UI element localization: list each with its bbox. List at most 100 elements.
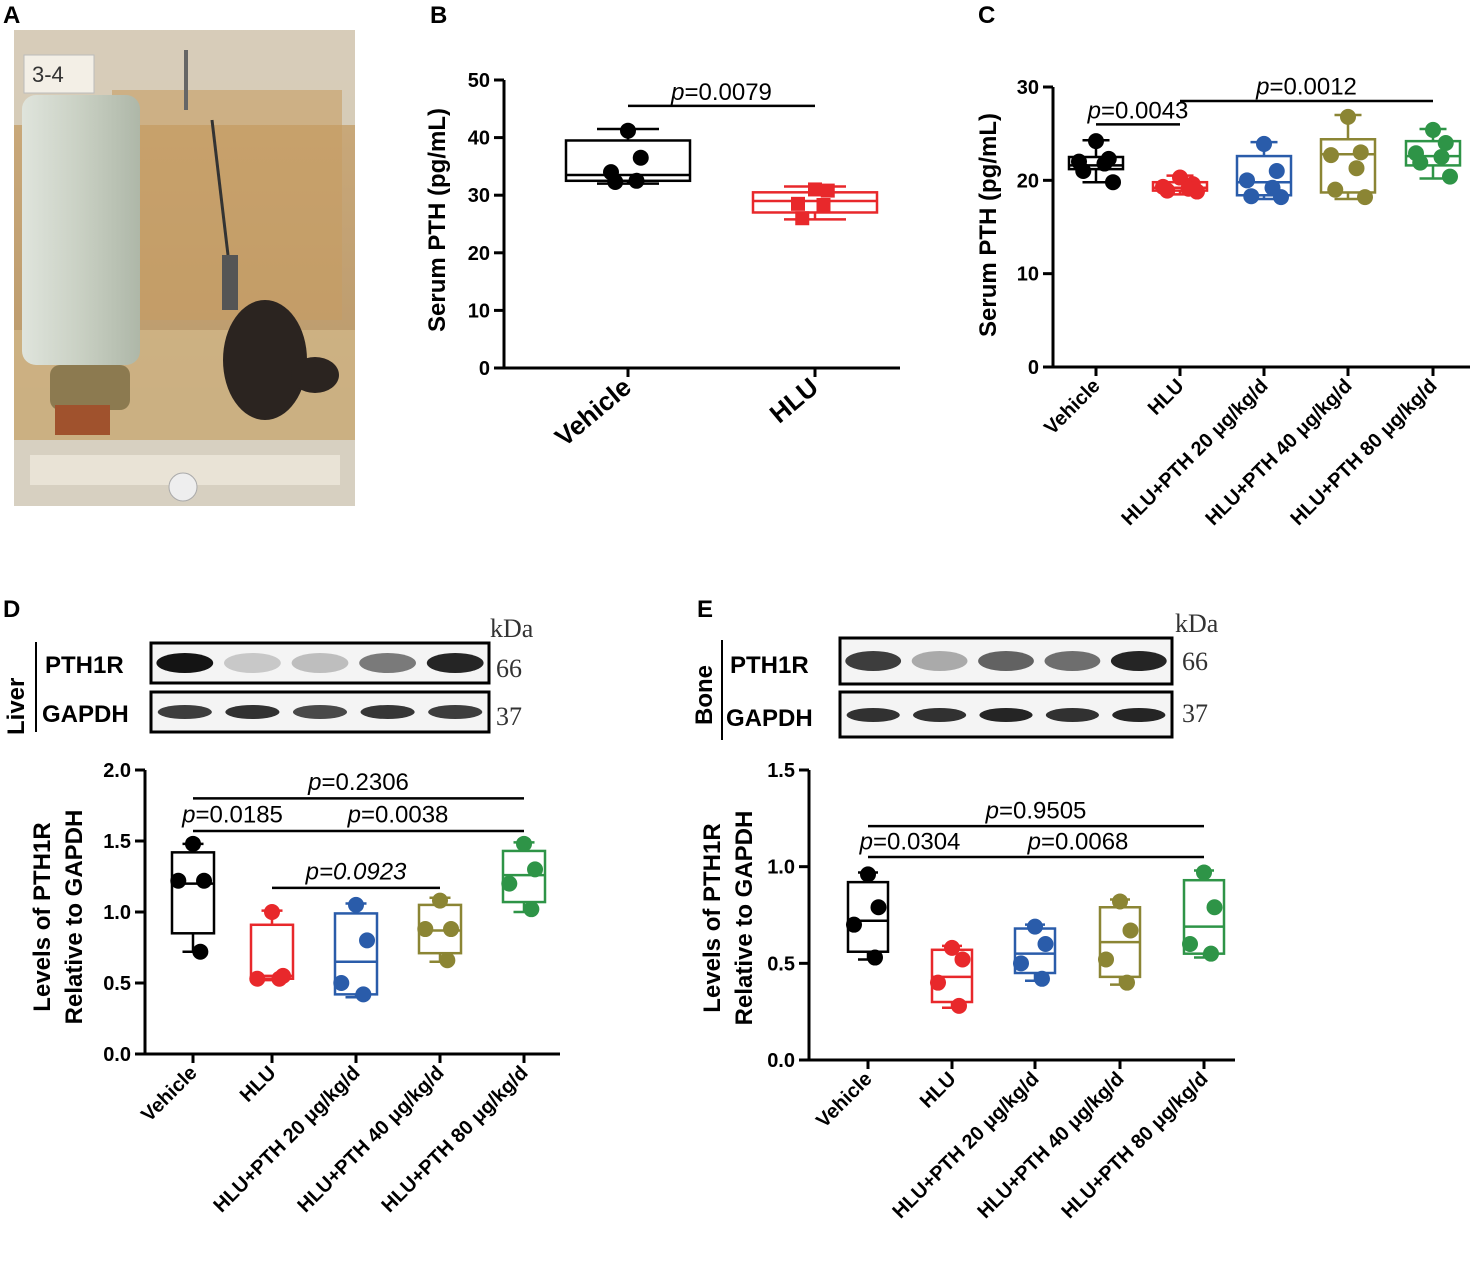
y-tick-label: 0: [1028, 357, 1039, 379]
y-tick-label: 20: [468, 243, 490, 265]
data-point: [192, 943, 209, 960]
x-tick-label: HLU+PTH 80 μg/kg/d: [1057, 1068, 1212, 1223]
x-tick-label: Vehicle: [137, 1062, 201, 1126]
blot-band-label: PTH1R: [730, 652, 809, 679]
data-point: [930, 974, 946, 991]
data-point: [523, 901, 540, 918]
x-tick-label: HLU: [764, 372, 824, 429]
box-3: [1319, 108, 1377, 376]
data-point: [501, 875, 518, 892]
data-point: [1172, 169, 1188, 186]
data-point: [1239, 172, 1255, 189]
cage-photo: 3-4: [14, 30, 355, 506]
data-point: [417, 921, 434, 938]
data-point: [944, 939, 960, 956]
data-point: [1189, 183, 1205, 200]
water-bottle: [22, 95, 140, 435]
box-0: [564, 122, 692, 377]
panel-b-label: B: [430, 2, 447, 29]
data-point: [846, 916, 862, 933]
data-point: [1273, 189, 1289, 206]
data-point: [1088, 133, 1104, 150]
data-point: [1075, 163, 1092, 179]
tail-suspension: [184, 50, 238, 310]
blot-band: [1045, 708, 1099, 722]
data-point: [951, 997, 967, 1014]
data-point: [1348, 160, 1365, 177]
box-3: [417, 892, 463, 1063]
panel-e-label: E: [697, 596, 713, 623]
blot-band: [846, 708, 900, 722]
kda-header: kDa: [490, 614, 534, 643]
blot-band: [913, 708, 967, 722]
p-value-label: p=0.0012: [1255, 73, 1357, 100]
data-point: [443, 921, 460, 938]
x-tick-label: HLU: [916, 1068, 961, 1113]
x-tick-label: HLU+PTH 20 μg/kg/d: [888, 1068, 1043, 1223]
y-tick-label: 0.0: [103, 1044, 131, 1066]
p-value-label: p=0.0923: [305, 858, 407, 885]
data-point: [1112, 893, 1128, 910]
data-point: [1243, 188, 1260, 205]
box-1: [1151, 169, 1209, 376]
data-point: [1340, 108, 1356, 125]
data-point: [1425, 121, 1441, 138]
data-point: [1352, 144, 1369, 161]
blot-band-label: PTH1R: [45, 652, 124, 679]
data-point: [628, 172, 645, 189]
data-point: [249, 970, 266, 987]
y-tick-label: 30: [1017, 77, 1039, 99]
data-point: [1357, 189, 1373, 206]
y-tick-label: 1.0: [767, 857, 795, 879]
x-tick-label: Vehicle: [1040, 375, 1104, 439]
data-point: [1256, 135, 1272, 152]
y-tick-label: 30: [468, 185, 490, 207]
blot-tissue-label: Liver: [3, 678, 30, 735]
data-point: [607, 173, 624, 190]
data-point: [439, 952, 456, 969]
y-tick-label: 1.5: [767, 760, 795, 782]
box-0: [846, 866, 890, 1069]
box-1: [751, 182, 879, 377]
data-point: [1105, 174, 1121, 191]
data-point: [1433, 149, 1450, 165]
blot-band: [225, 705, 280, 719]
box-4: [1182, 864, 1226, 1069]
box-iqr: [1319, 138, 1377, 194]
data-point: [795, 211, 810, 226]
p-value-label: p=0.0038: [347, 802, 449, 829]
panel-c-label: C: [978, 2, 995, 29]
data-point: [870, 899, 887, 916]
blot-band: [978, 651, 1034, 671]
data-point: [1323, 147, 1339, 164]
kda-header: kDa: [1175, 609, 1219, 638]
data-point: [1027, 918, 1043, 935]
kda-value: 37: [496, 702, 522, 731]
data-point: [1203, 945, 1219, 962]
p-value-label: p=0.2306: [307, 769, 409, 796]
data-point: [632, 149, 649, 166]
data-point: [1206, 899, 1223, 916]
blot-band: [1112, 708, 1166, 722]
data-point: [860, 866, 876, 883]
chart-panel-d: 0.0 0.5 1.0 1.5 2.0 Levels of PTH1R Relative t…: [29, 760, 560, 1217]
kda-value: 66: [1182, 647, 1208, 676]
x-tick-label: HLU+PTH 20 μg/kg/d: [209, 1062, 364, 1217]
data-point: [954, 951, 971, 968]
box-iqr: [170, 851, 216, 935]
y-axis-label: Serum PTH (pg/mL): [424, 108, 451, 332]
x-tick-label: HLU: [236, 1062, 281, 1107]
panel-d-label: D: [3, 596, 20, 623]
x-tick-label: HLU+PTH 20 μg/kg/d: [1117, 375, 1272, 530]
blot-band: [359, 653, 416, 673]
y-axis-label: Levels of PTH1R: [29, 822, 56, 1011]
box-4: [501, 835, 547, 1063]
chart-panel-e: 0.0 0.5 1.0 1.5 Levels of PTH1R Relative to G…: [699, 760, 1235, 1223]
p-value-label: p=0.0068: [1027, 828, 1129, 855]
y-tick-label: 50: [468, 70, 490, 92]
data-point: [1442, 168, 1458, 185]
chart-panel-b: 0 10 20 30 40 50 Serum PTH (pg/mL) Vehicle HLU p=…: [424, 70, 900, 452]
data-point: [1034, 970, 1050, 987]
box-iqr: [564, 139, 692, 183]
